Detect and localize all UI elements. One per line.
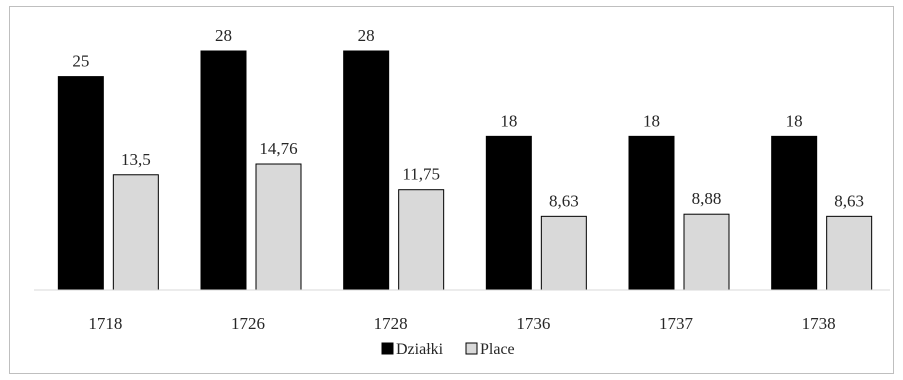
bar-place-1737: [683, 213, 730, 291]
bar-place-1738: [826, 215, 873, 291]
x-tick-label-1737: 1737: [659, 314, 694, 333]
x-tick-label-1718: 1718: [88, 314, 122, 333]
x-tick-label-1728: 1728: [374, 314, 408, 333]
legend-swatch-dzialki: [381, 342, 394, 355]
data-label-dzialki-1736: 18: [500, 111, 517, 130]
data-label-dzialki-1737: 18: [643, 111, 660, 130]
data-label-place-1726: 14,76: [259, 139, 297, 158]
data-label-place-1728: 11,75: [402, 165, 440, 184]
data-label-place-1737: 8,88: [692, 189, 722, 208]
bar-dzialki-1728: [343, 50, 390, 291]
data-label-place-1736: 8,63: [549, 191, 579, 210]
legend-label-dzialki: Działki: [396, 341, 444, 358]
bar-place-1718: [112, 174, 159, 291]
x-tick-label-1738: 1738: [802, 314, 836, 333]
data-label-place-1718: 13,5: [121, 150, 151, 169]
bar-dzialki-1736: [485, 135, 532, 291]
data-labels-layer: 25 13,5 28 14,76 28 11,75 18 8,63 18 8,88 18 8,63: [72, 26, 864, 210]
data-label-dzialki-1718: 25: [72, 52, 89, 71]
data-label-place-1738: 8,63: [834, 191, 864, 210]
bar-place-1726: [255, 163, 302, 291]
x-tick-label-1726: 1726: [231, 314, 265, 333]
data-label-dzialki-1738: 18: [786, 111, 803, 130]
legend-swatch-place: [465, 342, 478, 355]
data-label-dzialki-1726: 28: [215, 26, 232, 45]
bar-dzialki-1737: [628, 135, 675, 291]
bars-layer: [57, 50, 873, 291]
legend: Działki Place: [381, 341, 515, 358]
x-tick-labels-layer: 1718 1726 1728 1736 1737 1738: [88, 314, 835, 333]
bar-dzialki-1738: [771, 135, 818, 291]
x-tick-label-1736: 1736: [516, 314, 550, 333]
data-label-dzialki-1728: 28: [358, 26, 375, 45]
legend-label-place: Place: [480, 341, 515, 358]
bar-dzialki-1718: [57, 76, 104, 291]
bar-dzialki-1726: [200, 50, 247, 291]
bar-place-1728: [398, 189, 445, 291]
bar-place-1736: [540, 215, 587, 291]
